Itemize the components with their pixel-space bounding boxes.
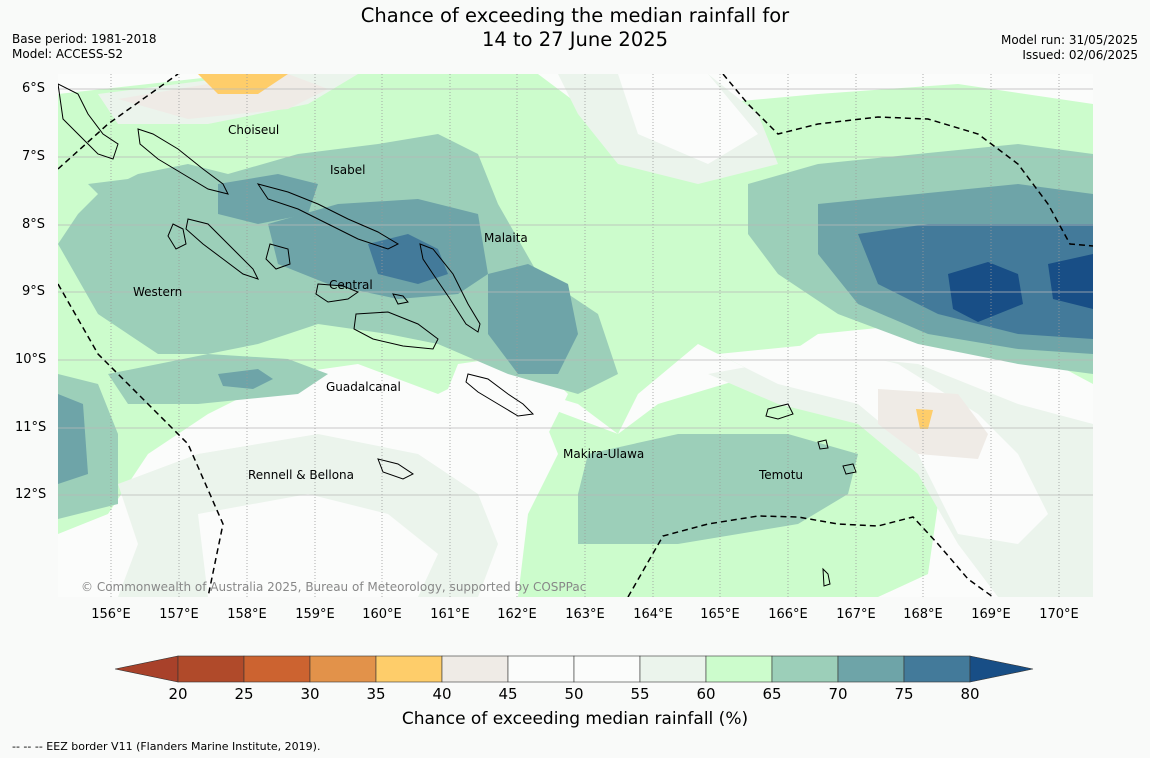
lon-label: 168°E (903, 607, 943, 622)
colorbar-tick: 30 (300, 685, 320, 703)
lon-label: 166°E (768, 607, 808, 622)
map-title-line1: Chance of exceeding the median rainfall … (360, 4, 790, 27)
colorbar-tick: 35 (366, 685, 386, 703)
model-run-text: Model run: 31/05/2025 (1000, 33, 1138, 47)
place-label-rennell-bellona: Rennell & Bellona (248, 468, 355, 482)
colorbar-segment (243, 655, 311, 683)
lat-label: 10°S (15, 352, 47, 367)
colorbar-segment (375, 655, 443, 683)
colorbar-segment (573, 655, 641, 683)
lon-label: 167°E (836, 607, 876, 622)
place-label-isabel: Isabel (330, 163, 366, 177)
lon-label: 158°E (227, 607, 267, 622)
colorbar-segment (177, 655, 245, 683)
colorbar-tick: 60 (696, 685, 716, 703)
colorbar-tick: 45 (498, 685, 518, 703)
lat-label: 6°S (22, 81, 46, 96)
colorbar-extend-low (115, 655, 179, 683)
colorbar-segment (837, 655, 905, 683)
place-label-malaita: Malaita (484, 231, 528, 245)
colorbar-tick: 25 (234, 685, 254, 703)
colorbar-segment (705, 655, 773, 683)
place-label-temotu: Temotu (759, 468, 804, 482)
colorbar-segment (639, 655, 707, 683)
colorbar-segment (441, 655, 509, 683)
lon-label: 161°E (430, 607, 470, 622)
colorbar-tick: 65 (762, 685, 782, 703)
copyright-text: © Commonwealth of Australia 2025, Bureau… (81, 580, 587, 594)
lon-label: 163°E (565, 607, 605, 622)
lat-label: 9°S (22, 284, 46, 299)
lon-label: 164°E (633, 607, 673, 622)
lon-label: 159°E (295, 607, 335, 622)
colorbar-segment (771, 655, 839, 683)
colorbar-tick: 80 (960, 685, 980, 703)
lon-label: 156°E (91, 607, 131, 622)
colorbar-segment (507, 655, 575, 683)
eez-footer: -- -- -- EEZ border V11 (Flanders Marine… (12, 740, 321, 753)
lon-label: 170°E (1039, 607, 1079, 622)
lon-label: 157°E (159, 607, 199, 622)
lat-label: 8°S (22, 217, 46, 232)
lat-label: 11°S (15, 420, 47, 435)
model-text: Model: ACCESS-S2 (12, 47, 124, 61)
place-label-guadalcanal: Guadalcanal (326, 380, 401, 394)
colorbar-tick: 75 (894, 685, 914, 703)
place-label-choiseul: Choiseul (228, 123, 280, 137)
lon-label: 160°E (362, 607, 402, 622)
lon-label: 165°E (700, 607, 740, 622)
place-label-western: Western (133, 285, 183, 299)
issued-text: Issued: 02/06/2025 (1022, 48, 1138, 62)
map-title-line2: 14 to 27 June 2025 (481, 28, 669, 51)
colorbar-tick: 70 (828, 685, 848, 703)
lat-label: 12°S (15, 487, 47, 502)
place-label-makira-ulawa: Makira-Ulawa (563, 447, 645, 461)
colorbar-tick: 55 (630, 685, 650, 703)
colorbar-segment (903, 655, 971, 683)
colorbar-extend-high (969, 655, 1034, 683)
colorbar-label: Chance of exceeding median rainfall (%) (401, 709, 749, 729)
colorbar-tick: 20 (168, 685, 188, 703)
rainfall-map: Choiseul Isabel Malaita Western Central … (58, 74, 1093, 597)
lon-label: 169°E (971, 607, 1011, 622)
colorbar-segment (309, 655, 377, 683)
colorbar-tick: 50 (564, 685, 584, 703)
place-label-central: Central (329, 278, 373, 292)
colorbar-tick: 40 (432, 685, 452, 703)
colorbar (115, 655, 1034, 683)
rainfall-contour-layer (58, 74, 1093, 597)
base-period-text: Base period: 1981-2018 (12, 32, 157, 46)
lon-label: 162°E (497, 607, 537, 622)
lat-label: 7°S (22, 149, 46, 164)
